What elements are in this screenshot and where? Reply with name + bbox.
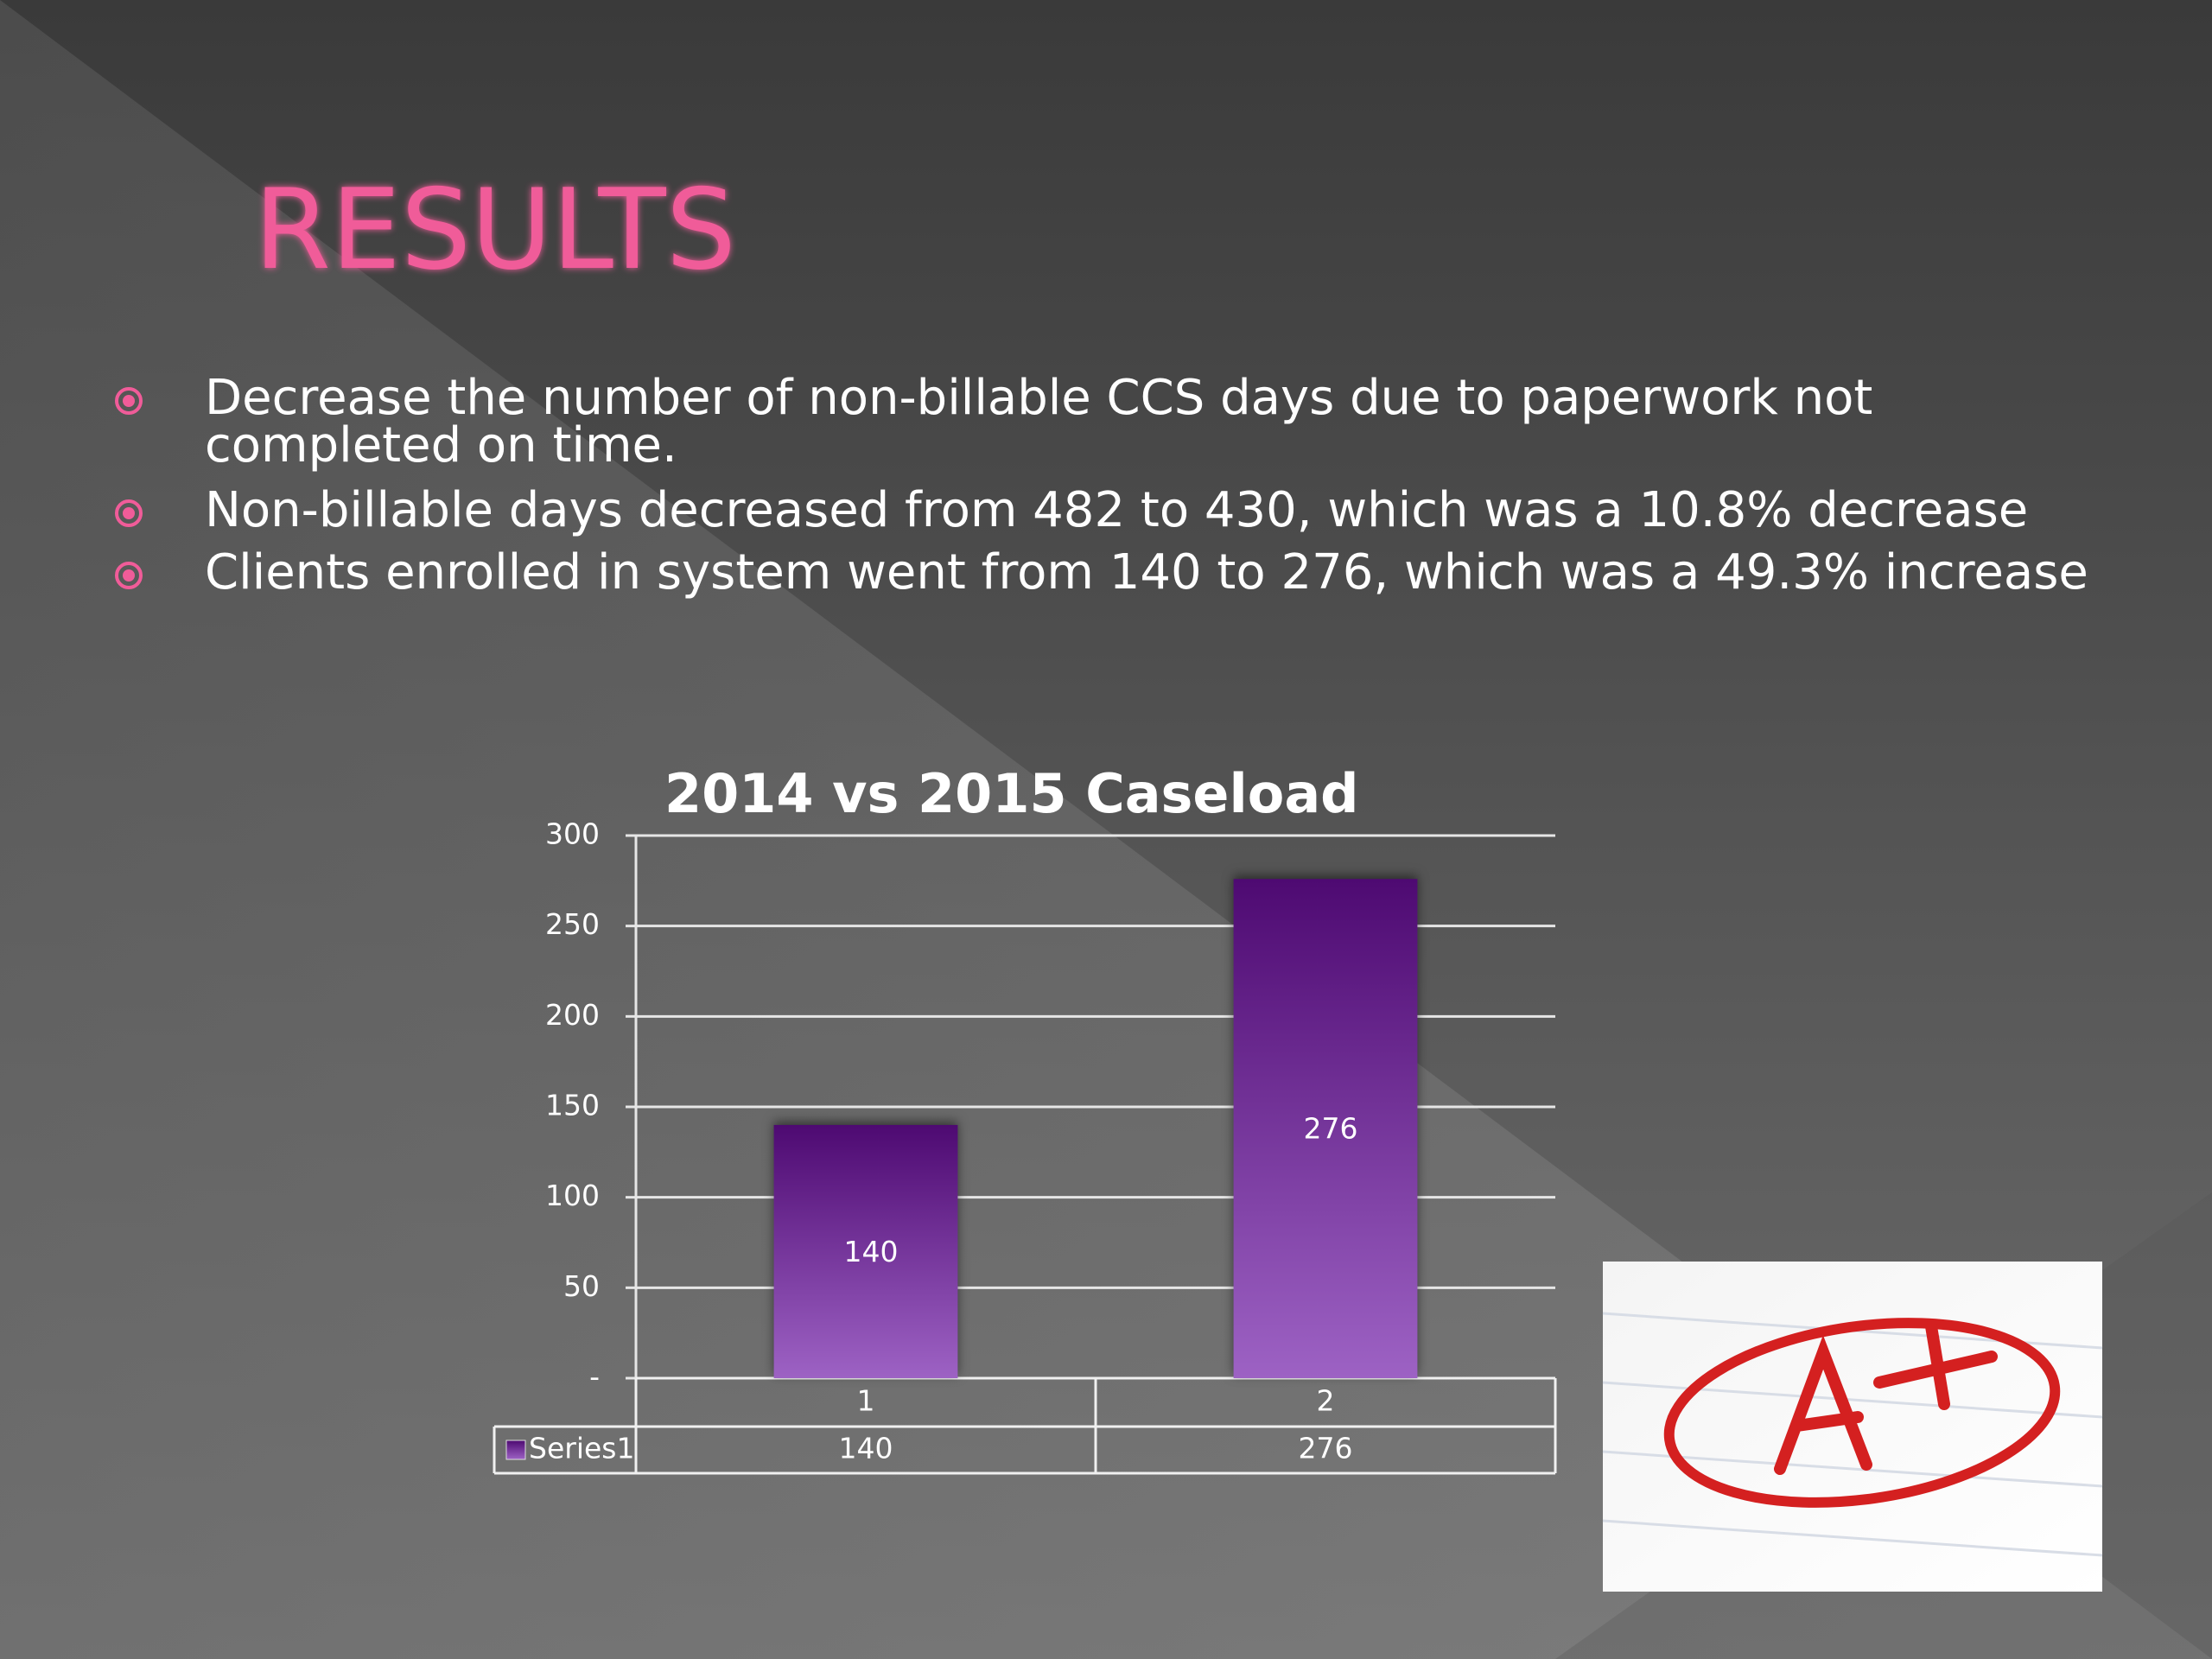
bullet-text: completed on time. — [205, 417, 677, 474]
bullet-text: Clients enrolled in system went from 140… — [205, 544, 2088, 601]
bullet-icon — [115, 387, 143, 415]
bullet-icon — [123, 395, 135, 407]
bullet-icon — [123, 569, 135, 582]
table-value: 276 — [1299, 1432, 1353, 1465]
bullet-icon — [115, 499, 143, 527]
y-tick-label: - — [589, 1360, 600, 1394]
red-circle — [1663, 1318, 2061, 1508]
y-tick-label: 100 — [545, 1179, 600, 1212]
y-tick-label: 50 — [563, 1269, 600, 1303]
bar — [1233, 879, 1418, 1378]
data-label: 140 — [844, 1235, 899, 1268]
legend-swatch — [505, 1440, 526, 1460]
data-label: 276 — [1304, 1112, 1358, 1146]
chart-title: 2014 vs 2015 Caseload — [664, 762, 1359, 825]
slide-title: RESULTS — [254, 166, 736, 295]
chart: 2014 vs 2015 Caseload - 50 100 150 200 250 300… — [493, 762, 1557, 1475]
y-tick-label: 150 — [545, 1089, 600, 1122]
grade-mark — [1774, 1320, 1998, 1475]
bullet-text: Non-billable days decreased from 482 to … — [205, 482, 2028, 538]
x-tick-label: 1 — [857, 1384, 875, 1418]
table-value: 140 — [839, 1432, 893, 1465]
bullet-icon — [115, 562, 143, 589]
y-tick-label: 300 — [545, 817, 600, 851]
y-tick-label: 250 — [545, 907, 600, 941]
y-tick-label: 200 — [545, 998, 600, 1032]
x-tick-label: 2 — [1317, 1384, 1335, 1418]
legend-label: Series1 — [529, 1432, 634, 1465]
bullet-text: Decrease the number of non-billable CCS … — [205, 370, 1872, 426]
bar — [773, 1124, 958, 1378]
grade-photo — [1602, 1262, 2103, 1592]
bullet-list: Decrease the number of non-billable CCS … — [115, 370, 2088, 601]
bullet-icon — [123, 507, 135, 519]
